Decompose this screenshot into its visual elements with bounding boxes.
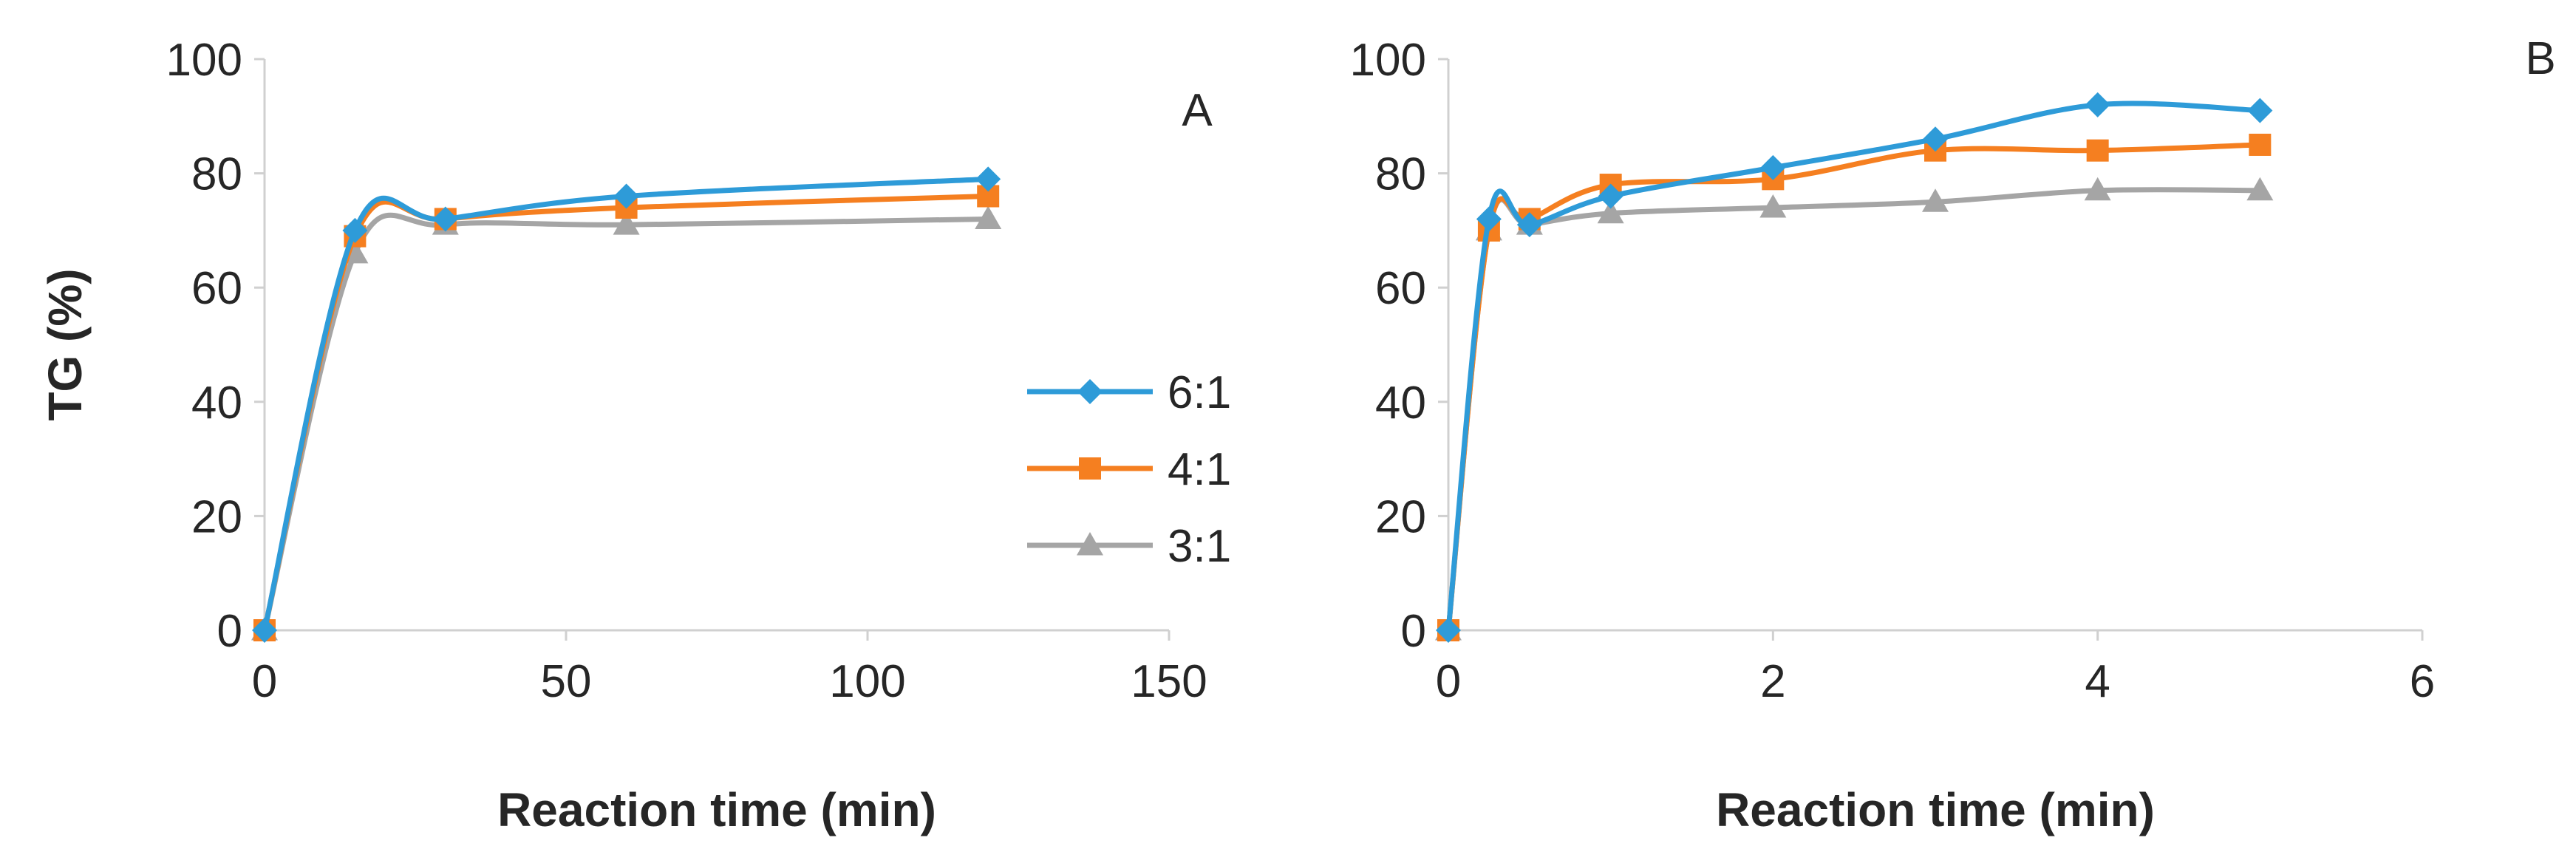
y-tick-label: 0 [217, 606, 242, 657]
data-point-diamond [2247, 98, 2273, 123]
legend: 6:1 4:1 3:1 [1027, 367, 1231, 572]
data-point-diamond [432, 206, 458, 232]
data-point-diamond [1598, 183, 1623, 209]
series-line [1445, 100, 2263, 633]
data-point-diamond [1436, 618, 1461, 643]
y-tick-label: 80 [191, 149, 242, 200]
legend-marker-square [1079, 457, 1101, 480]
series-6-1 [252, 166, 1001, 643]
x-tick-label: 4 [2085, 656, 2110, 707]
series-line [262, 194, 991, 633]
data-point-triangle [1759, 194, 1787, 218]
data-point-diamond [252, 618, 277, 643]
data-point-diamond [613, 183, 639, 209]
panel-label: A [1182, 85, 1213, 136]
x-tick-label: 6 [2410, 656, 2435, 707]
data-point-diamond [1760, 154, 1786, 180]
y-tick-label: 40 [191, 378, 242, 429]
data-point-triangle [1597, 200, 1624, 224]
series-3-1 [1435, 177, 2274, 641]
y-tick-label: 40 [1375, 378, 1426, 429]
y-axis-title: TG (%) [38, 268, 92, 420]
y-tick-label: 80 [1375, 149, 1426, 200]
data-point-triangle [613, 211, 640, 235]
data-point-triangle [1922, 188, 1949, 212]
y-tick-label: 60 [1375, 263, 1426, 314]
x-tick-label: 0 [1436, 656, 1461, 707]
legend-item-3-1: 3:1 [1027, 521, 1231, 572]
legend-label: 6:1 [1168, 367, 1231, 418]
panel-a: 0 20 40 60 80 100 0 50 100 150 Reaction time (min)… [38, 35, 1231, 836]
x-tick-label: 50 [541, 656, 592, 707]
x-axis-title: Reaction time (min) [497, 783, 936, 836]
series-4-1 [1437, 133, 2272, 641]
legend-label: 3:1 [1168, 521, 1231, 572]
x-axis-title: Reaction time (min) [1716, 783, 2155, 836]
y-tick-label: 20 [191, 491, 242, 542]
y-tick-label: 0 [1401, 606, 1426, 657]
data-point-diamond [1516, 212, 1542, 238]
legend-item-6-1: 6:1 [1027, 367, 1231, 418]
data-point-diamond [975, 166, 1001, 192]
y-tick-label: 100 [1350, 35, 1426, 86]
data-point-diamond [1476, 206, 1502, 232]
y-tick-label: 100 [166, 35, 242, 86]
x-tick-label: 150 [1131, 656, 1207, 707]
x-tick-label: 0 [252, 656, 277, 707]
y-tick-label: 60 [191, 263, 242, 314]
legend-marker-diamond [1077, 379, 1103, 404]
data-point-triangle [2246, 177, 2274, 201]
data-point-triangle [975, 205, 1002, 229]
legend-marker-triangle [1077, 532, 1103, 556]
data-point-square [2086, 139, 2109, 162]
x-tick-label: 2 [1760, 656, 1785, 707]
panel-label: B [2525, 33, 2555, 84]
series-line [1445, 187, 2263, 633]
data-point-diamond [1923, 126, 1948, 152]
panel-b: 0 20 40 60 80 100 0 2 4 6 Reaction time (min) B [1350, 33, 2556, 836]
series-4-1 [253, 185, 1000, 641]
y-tick-label: 20 [1375, 491, 1426, 542]
legend-item-4-1: 4:1 [1027, 444, 1231, 495]
data-point-triangle [2084, 177, 2111, 201]
series-3-1 [251, 205, 1002, 641]
x-tick-label: 100 [829, 656, 905, 707]
data-point-diamond [2085, 92, 2110, 117]
series-line [262, 212, 991, 633]
series-line [262, 176, 991, 633]
data-point-diamond [342, 217, 368, 243]
data-point-square [2249, 133, 2272, 156]
legend-label: 4:1 [1168, 444, 1231, 495]
series-6-1 [1436, 92, 2273, 643]
